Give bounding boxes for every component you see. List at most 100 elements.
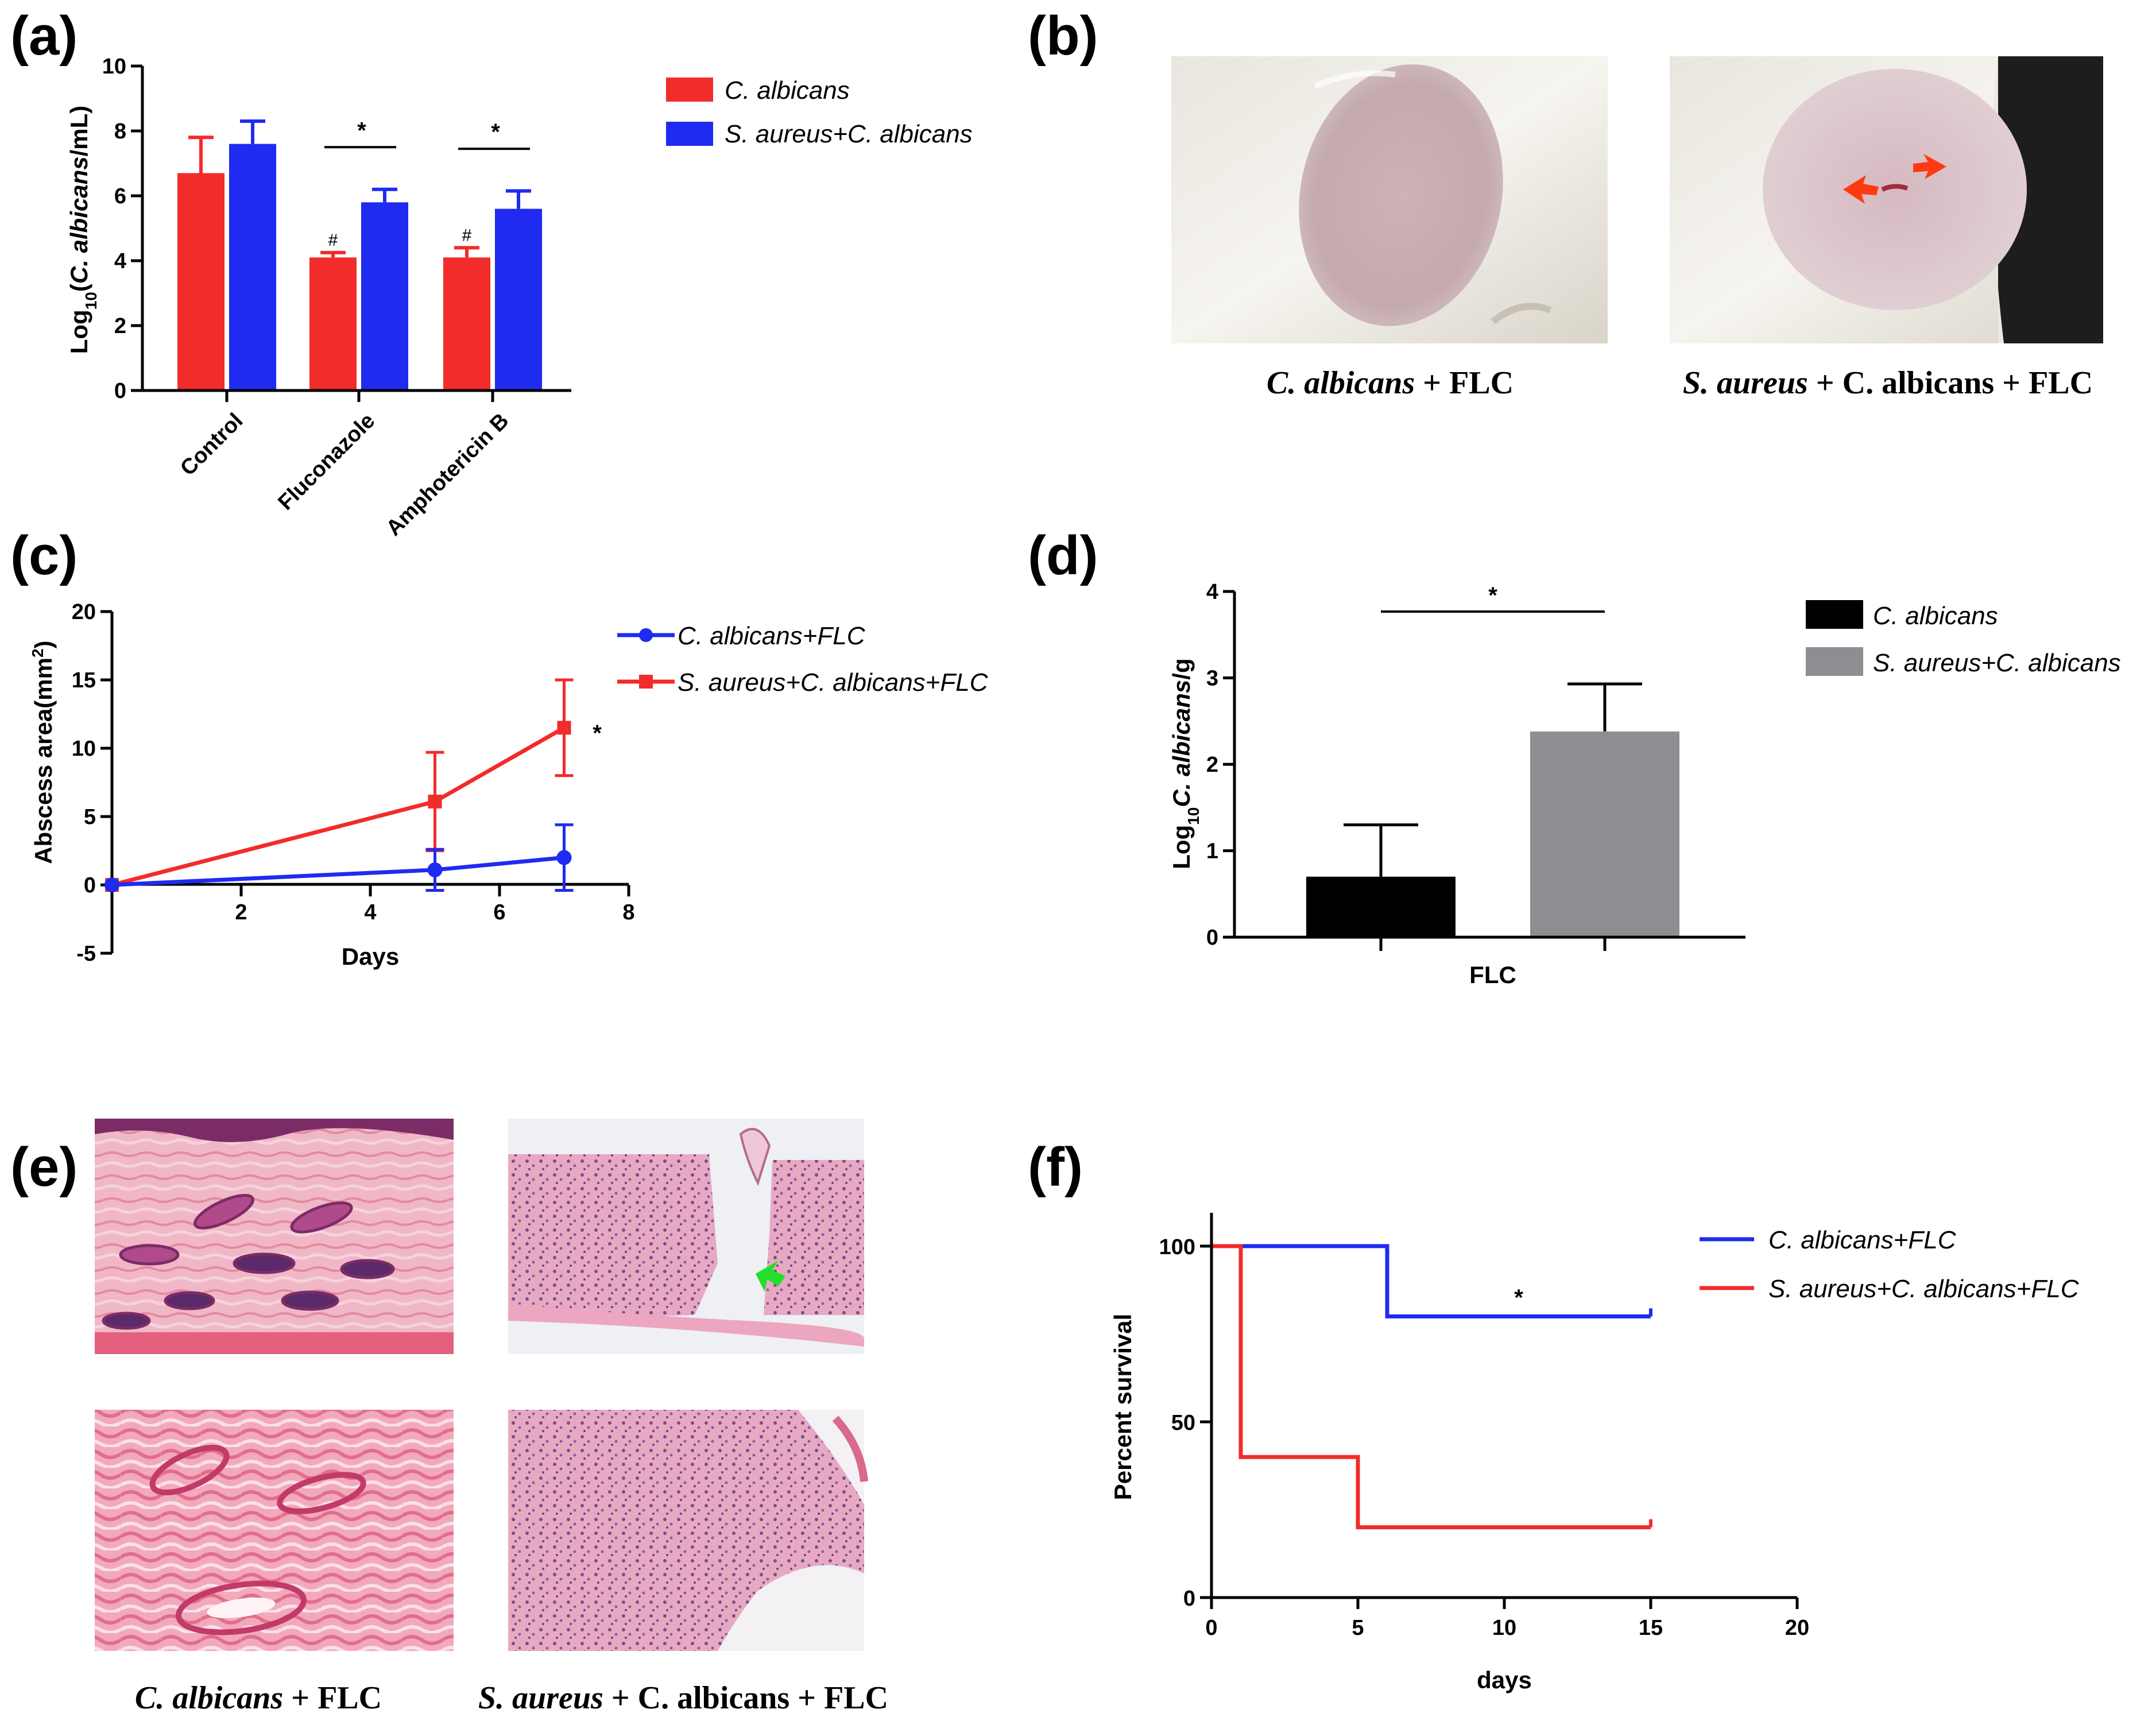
histology-e-right-caption: S. aureus + C. albicans + FLC — [478, 1680, 888, 1716]
red-arrow-icon — [1913, 154, 1946, 179]
chart-a-hash-mark: # — [462, 226, 472, 245]
chart-c-xlabel: Days — [342, 943, 399, 970]
chart-d-ytick-label: 4 — [1206, 580, 1218, 604]
histology-e-bottom-left — [95, 1410, 454, 1651]
legend-label-c-albicans-flc: C. albicans+FLC — [1768, 1226, 1957, 1254]
chart-d-bar-c-albicans — [1306, 876, 1456, 937]
chart-c-significance: * — [593, 721, 602, 746]
photo-b-right — [1670, 56, 2103, 343]
chart-f-xtick-label: 0 — [1205, 1616, 1217, 1640]
chart-d-ytick-label: 1 — [1206, 840, 1218, 864]
chart-c-point-s-aureus-c-albicans-flc — [428, 794, 442, 809]
chart-d: 0 1 2 3 4 Log10C. albicans/g FLC * C. albica… — [1168, 580, 2121, 988]
legend-swatch-c-albicans — [1806, 600, 1863, 629]
chart-a: # * # * 0 2 4 6 8 10 Control Fluconazole Amphoteri… — [65, 55, 973, 540]
chart-a-hash-mark: # — [328, 231, 338, 250]
chart-c-ytick-label: 5 — [84, 805, 96, 829]
legend-swatch-c-albicans — [666, 78, 713, 102]
chart-a-ytick-label: 2 — [114, 314, 126, 338]
chart-c-point-c-albicans-flc — [556, 850, 572, 865]
panel-f-letter: (f) — [1028, 1136, 1083, 1198]
chart-d-ytick-label: 3 — [1206, 667, 1218, 691]
legend-label-s-aureus-c-albicans: S. aureus+C. albicans — [1873, 649, 2121, 677]
legend-label-s-aureus-c-albicans-flc: S. aureus+C. albicans+FLC — [1768, 1275, 2080, 1303]
chart-f-xtick-label: 10 — [1492, 1616, 1516, 1640]
chart-f-ytick-label: 50 — [1171, 1411, 1195, 1435]
chart-c-xtick-label: 8 — [622, 900, 634, 925]
chart-a-ytick-label: 10 — [102, 55, 126, 79]
chart-a-ytick-label: 4 — [114, 249, 126, 273]
chart-f-ytick-label: 100 — [1159, 1235, 1195, 1259]
chart-a-bar-s-aureus-c-albicans-fluconazole — [361, 202, 408, 390]
chart-a-xtick-label: Fluconazole — [273, 409, 380, 515]
chart-f-xtick-label: 5 — [1352, 1616, 1364, 1640]
chart-a-ylabel: Log10(C. albicans/mL) — [65, 106, 100, 354]
chart-f-xlabel: days — [1477, 1666, 1532, 1693]
histology-e-bottom-right — [508, 1410, 868, 1651]
chart-c-line-c-albicans-flc — [111, 855, 564, 887]
chart-c-xtick-label: 6 — [493, 900, 505, 925]
chart-a-ytick-label: 6 — [114, 184, 126, 208]
chart-f-axes — [1210, 1213, 1797, 1599]
chart-c-point-c-albicans-flc — [427, 862, 443, 877]
chart-d-legend: C. albicans S. aureus+C. albicans — [1806, 600, 2121, 677]
photo-b-left-caption: C. albicans + FLC — [1267, 365, 1514, 401]
panel-d-letter: (d) — [1028, 525, 1098, 586]
chart-c-ytick-label: 20 — [72, 600, 96, 624]
chart-a-bar-c-albicans-fluconazole — [309, 257, 357, 390]
chart-c-point-s-aureus-c-albicans-flc — [557, 721, 571, 735]
chart-a-ytick-label: 8 — [114, 119, 126, 144]
panel-b-letter: (b) — [1028, 5, 1098, 67]
chart-f-ytick-label: 0 — [1183, 1587, 1195, 1611]
chart-a-xtick-label: Amphotericin B — [382, 409, 514, 541]
chart-f-significance: * — [1514, 1285, 1523, 1310]
chart-c-ytick-label: -5 — [76, 942, 96, 966]
panel-e-letter: (e) — [10, 1136, 78, 1198]
chart-d-ytick-label: 2 — [1206, 753, 1218, 777]
chart-d-bar-s-aureus-c-albicans — [1530, 731, 1679, 937]
chart-c-line-s-aureus-c-albicans-flc — [111, 726, 566, 887]
chart-a-significance: * — [357, 118, 366, 143]
chart-a-bar-c-albicans-control — [177, 173, 224, 390]
chart-a-xtick-label: Control — [176, 409, 247, 481]
chart-f-line-c-albicans-flc — [1211, 1244, 1651, 1318]
chart-d-significance: * — [1488, 583, 1497, 608]
photo-b-left — [1171, 56, 1608, 343]
chart-c-ylabel: Abscess area(mm2) — [29, 640, 57, 864]
green-arrow-icon — [756, 1260, 785, 1292]
chart-d-ytick-label: 0 — [1206, 926, 1218, 950]
chart-c-point-c-albicans-flc — [104, 877, 119, 892]
chart-c-ytick-label: 0 — [84, 873, 96, 898]
panel-c-letter: (c) — [10, 525, 78, 586]
histology-e-top-right — [508, 1119, 864, 1354]
chart-c-ytick-label: 10 — [72, 737, 96, 761]
legend-label-c-albicans: C. albicans — [725, 76, 850, 105]
chart-f-line-s-aureus-c-albicans-flc — [1211, 1244, 1651, 1530]
chart-d-xlabel: FLC — [1469, 961, 1516, 988]
legend-swatch-s-aureus-c-albicans — [1806, 647, 1863, 676]
chart-a-bar-c-albicans-amphotericin-b — [443, 257, 490, 390]
legend-label-s-aureus-c-albicans-flc: S. aureus+C. albicans+FLC — [678, 668, 989, 697]
chart-d-ylabel: Log10C. albicans/g — [1168, 658, 1202, 869]
legend-swatch-s-aureus-c-albicans — [666, 122, 713, 146]
chart-c: -5 0 5 10 15 20 2 4 6 8 Abscess area(mm2) Days *… — [29, 600, 989, 970]
panel-a-letter: (a) — [10, 5, 78, 67]
red-arrow-icon — [1843, 175, 1879, 204]
chart-f-xtick-label: 20 — [1785, 1616, 1809, 1640]
chart-c-ytick-label: 15 — [72, 668, 96, 693]
chart-f-xtick-label: 15 — [1639, 1616, 1663, 1640]
legend-label-c-albicans: C. albicans — [1873, 602, 1998, 630]
photo-b-right-caption: S. aureus + C. albicans + FLC — [1683, 365, 2093, 401]
histology-e-top-left — [95, 1119, 454, 1354]
chart-f-legend: C. albicans+FLC S. aureus+C. albicans+FL… — [1700, 1226, 2080, 1303]
chart-a-bar-s-aureus-c-albicans-control — [229, 144, 276, 390]
chart-c-xtick-label: 2 — [235, 900, 247, 925]
chart-c-legend: C. albicans+FLC S. aureus+C. albicans+FL… — [617, 622, 989, 697]
legend-label-s-aureus-c-albicans: S. aureus+C. albicans — [725, 120, 973, 148]
chart-c-xtick-label: 4 — [364, 900, 376, 925]
histology-e-left-caption: C. albicans + FLC — [135, 1680, 382, 1716]
chart-a-significance: * — [491, 119, 500, 145]
chart-a-bar-s-aureus-c-albicans-amphotericin-b — [495, 208, 542, 390]
